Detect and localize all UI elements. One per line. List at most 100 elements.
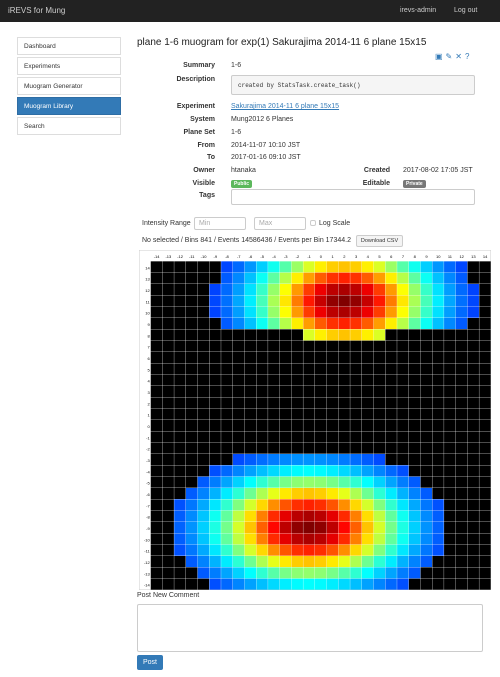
heatmap-cell: [338, 352, 350, 364]
heatmap-cell: [350, 544, 362, 556]
heatmap-cell: [350, 442, 362, 454]
heatmap-cell: [279, 329, 292, 341]
heatmap-cell: [150, 340, 163, 352]
heatmap-cell: [197, 329, 210, 341]
heatmap-cell: [479, 306, 491, 318]
heatmap-cell: [150, 476, 163, 488]
sidebar-item[interactable]: Muogram Library: [17, 97, 121, 115]
heatmap-cell: [209, 318, 221, 330]
heatmap-cell: [361, 556, 374, 568]
heatmap-cell: [455, 352, 468, 364]
heatmap-cell: [256, 295, 268, 307]
log-checkbox[interactable]: [310, 220, 316, 226]
heatmap-cell: [209, 397, 221, 409]
heatmap-cell: [455, 306, 468, 318]
heatmap-cell: [197, 533, 210, 545]
heatmap-cell: [432, 454, 444, 466]
heatmap-cell: [444, 510, 456, 522]
heatmap-cell: [397, 522, 409, 534]
heatmap-cell: [197, 374, 210, 386]
heatmap-cell: [162, 408, 174, 420]
heatmap-cell: [326, 397, 339, 409]
heatmap-cell: [303, 510, 315, 522]
heatmap-cell: [350, 386, 362, 398]
user-menu[interactable]: irevs-admin: [400, 7, 437, 14]
heatmap-cell: [256, 454, 268, 466]
heatmap-cell: [467, 431, 479, 443]
heatmap-cell: [185, 454, 198, 466]
heatmap-cell: [315, 578, 327, 590]
heatmap-cell: [197, 306, 210, 318]
x-label: -14: [154, 254, 161, 259]
heatmap-cell: [232, 522, 245, 534]
heatmap-cell: [279, 465, 292, 477]
heatmap-cell: [397, 386, 409, 398]
heatmap-cell: [268, 522, 280, 534]
heatmap-cell: [350, 454, 362, 466]
heatmap-cell: [479, 510, 491, 522]
heatmap-cell: [197, 442, 210, 454]
heatmap-cell: [444, 522, 456, 534]
heatmap-cell: [420, 442, 433, 454]
heatmap-cell: [315, 340, 327, 352]
heatmap-cell: [291, 272, 303, 284]
sidebar-item[interactable]: Muogram Generator: [17, 77, 121, 95]
heatmap-cell: [232, 261, 245, 273]
heatmap-cell: [444, 465, 456, 477]
sidebar-item[interactable]: Dashboard: [17, 37, 121, 55]
heatmap-cell: [350, 476, 362, 488]
heatmap-cell: [432, 397, 444, 409]
heatmap-cell: [479, 488, 491, 500]
x-label: 3: [355, 254, 358, 259]
heatmap-cell: [244, 431, 257, 443]
comment-textarea[interactable]: [137, 604, 483, 652]
heatmap-cell: [232, 544, 245, 556]
heatmap-cell: [385, 522, 397, 534]
post-button[interactable]: Post: [137, 655, 163, 670]
heatmap-cell: [315, 397, 327, 409]
heatmap-cell: [326, 352, 339, 364]
heatmap-cell: [244, 499, 257, 511]
heatmap-cell: [385, 454, 397, 466]
heatmap-cell: [244, 272, 257, 284]
heatmap-cell: [326, 442, 339, 454]
x-label: 11: [448, 254, 453, 259]
heatmap-cell: [279, 284, 292, 296]
y-label: -5: [146, 481, 150, 486]
experiment-link[interactable]: Sakurajima 2014-11 6 plane 15x15: [231, 103, 340, 110]
sidebar-item[interactable]: Experiments: [17, 57, 121, 75]
heatmap-cell: [315, 420, 327, 432]
heatmap-cell: [185, 522, 198, 534]
max-input[interactable]: Max: [254, 217, 306, 230]
heatmap-cell: [232, 499, 245, 511]
heatmap-cell: [315, 544, 327, 556]
download-button[interactable]: Download CSV: [356, 235, 403, 247]
heatmap-cell: [432, 261, 444, 273]
heatmap-cell: [373, 284, 386, 296]
heatmap-cell: [174, 431, 186, 443]
heatmap-cell: [455, 261, 468, 273]
heatmap-cell: [185, 272, 198, 284]
brand[interactable]: iREVS for Mung: [8, 6, 66, 15]
logout[interactable]: Log out: [454, 7, 478, 14]
heatmap-cell: [350, 295, 362, 307]
y-label: -10: [144, 537, 151, 542]
heatmap-cell: [315, 510, 327, 522]
heatmap-cell: [326, 544, 339, 556]
heatmap-cell: [479, 578, 491, 590]
heatmap-cell: [361, 352, 374, 364]
heatmap-cell: [385, 318, 397, 330]
heatmap-cell: [408, 284, 421, 296]
min-input[interactable]: Min: [194, 217, 246, 230]
heatmap-cell: [338, 386, 350, 398]
heatmap-cell: [221, 363, 233, 375]
heatmap-cell: [162, 272, 174, 284]
heatmap-cell: [221, 295, 233, 307]
heatmap-cell: [479, 352, 491, 364]
sidebar-item[interactable]: Search: [17, 117, 121, 135]
action-icons[interactable]: ▣✎✕?: [435, 52, 473, 61]
heatmap-cell: [185, 431, 198, 443]
heatmap-cell: [279, 578, 292, 590]
heatmap-cell: [185, 397, 198, 409]
tags-input[interactable]: [231, 189, 475, 205]
